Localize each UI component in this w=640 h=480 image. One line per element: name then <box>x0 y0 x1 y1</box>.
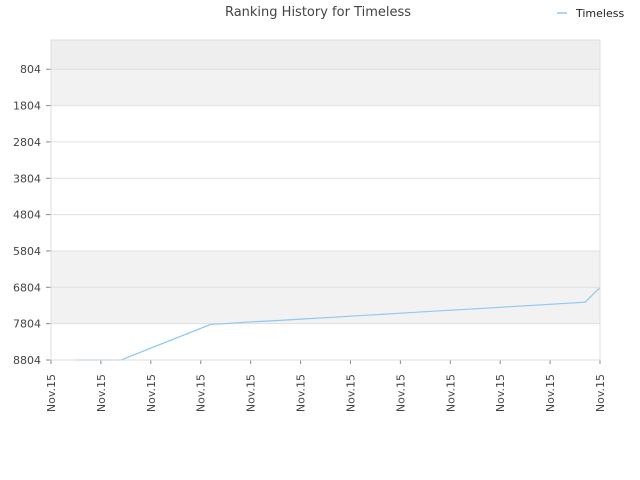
x-tick-label: Nov.15 <box>594 374 607 412</box>
x-tick-label: Nov.15 <box>245 374 258 412</box>
y-tick-label: 2804 <box>13 136 41 149</box>
x-tick-label: Nov.15 <box>195 374 208 412</box>
legend-label-timeless: Timeless <box>575 7 624 20</box>
y-tick-label: 5804 <box>13 245 41 258</box>
y-tick-label: 804 <box>20 63 41 76</box>
data-point <box>274 319 277 322</box>
legend[interactable]: Timeless <box>557 7 624 20</box>
y-tick-label: 1804 <box>13 100 41 113</box>
plot-band <box>51 178 600 215</box>
data-point <box>324 317 327 319</box>
data-point <box>449 309 451 311</box>
x-tick-label: Nov.15 <box>145 374 158 412</box>
chart-title: Ranking History for Timeless <box>225 5 411 20</box>
x-tick-label: Nov.15 <box>344 374 357 412</box>
plot-band <box>51 250 600 288</box>
data-point <box>230 322 232 324</box>
plot-band <box>51 69 600 106</box>
plot-band <box>51 214 600 251</box>
plot-band <box>51 40 600 70</box>
data-point <box>524 305 526 307</box>
data-point <box>210 323 212 325</box>
x-axis: Nov.15 Nov.15 Nov.15 Nov.15 Nov.15 Nov.15 Nov.… <box>45 360 607 412</box>
x-tick-label: Nov.15 <box>295 374 308 412</box>
series-line-timeless <box>76 287 601 361</box>
x-tick-label: Nov.15 <box>95 374 108 412</box>
data-point <box>399 312 401 314</box>
y-tick-label: 7804 <box>13 318 41 331</box>
x-tick-label: Nov.15 <box>544 374 557 412</box>
gridlines <box>51 68 600 361</box>
data-point <box>245 321 247 323</box>
plot-border <box>50 39 601 361</box>
x-tick-label: Nov.15 <box>45 374 58 412</box>
data-point <box>374 314 377 316</box>
y-tick-label: 6804 <box>13 281 41 294</box>
data-point <box>424 311 426 313</box>
data-point <box>299 318 302 320</box>
data-point <box>499 306 501 308</box>
data-point <box>549 303 551 305</box>
x-tick-label: Nov.15 <box>394 374 407 412</box>
data-point <box>349 315 352 317</box>
y-axis: 804 1804 2804 3804 4804 5804 6804 7804 8804 <box>13 63 51 367</box>
plot-band <box>51 323 600 360</box>
x-tick-label: Nov.15 <box>494 374 507 412</box>
plot-band <box>51 141 600 179</box>
x-tick-label: Nov.15 <box>444 374 457 412</box>
y-tick-label: 8804 <box>13 354 41 367</box>
y-tick-label: 3804 <box>13 172 41 185</box>
y-tick-label: 4804 <box>13 209 41 222</box>
data-point <box>584 301 586 303</box>
data-point <box>474 308 476 310</box>
plot-background <box>51 40 600 360</box>
data-point <box>574 302 576 304</box>
plot-band <box>51 105 600 142</box>
